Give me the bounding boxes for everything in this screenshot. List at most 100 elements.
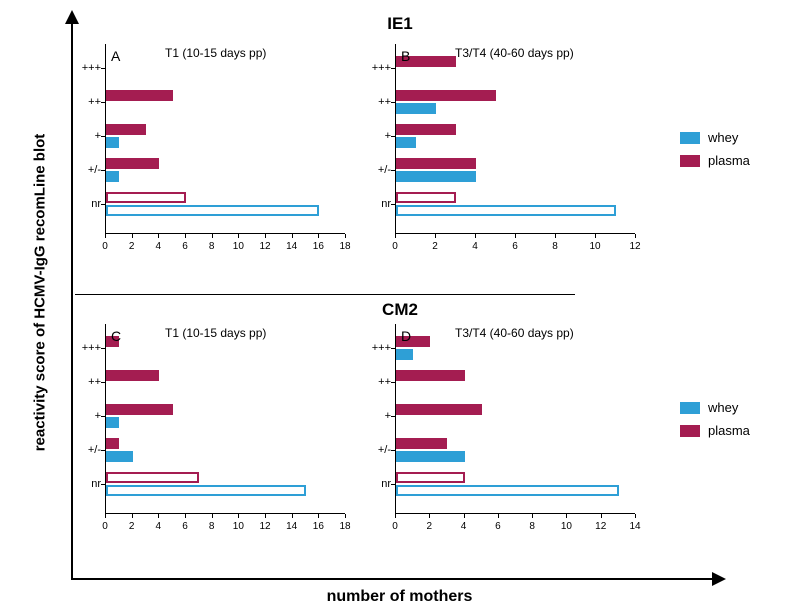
x-tick (265, 234, 266, 238)
y-tick (101, 382, 105, 383)
x-tick (158, 514, 159, 518)
y-tick (391, 348, 395, 349)
legend-item-whey: whey (680, 400, 750, 415)
x-tick-label: 4 (461, 521, 467, 532)
bar-whey (396, 349, 413, 360)
y-tick (391, 382, 395, 383)
legend-label-whey: whey (708, 130, 738, 145)
x-tick-label: 4 (472, 241, 478, 252)
x-tick (238, 234, 239, 238)
x-tick-label: 0 (102, 241, 108, 252)
legend-top: whey plasma (680, 130, 750, 176)
y-tick-label: +++ (365, 62, 391, 74)
y-tick (391, 102, 395, 103)
x-tick-label: 6 (182, 241, 188, 252)
section-title-bottom: CM2 (300, 300, 500, 320)
y-tick-label: + (365, 130, 391, 142)
panel-C: 024681012141618nr+/-++++++CT1 (10-15 day… (105, 324, 345, 554)
y-tick-label: ++ (75, 96, 101, 108)
panel-title: T3/T4 (40-60 days pp) (455, 46, 574, 60)
y-tick-label: +++ (75, 62, 101, 74)
plot-area: 024681012141618nr+/-++++++AT1 (10-15 day… (105, 44, 345, 234)
x-tick (498, 514, 499, 518)
x-tick (601, 514, 602, 518)
x-tick-label: 4 (156, 521, 162, 532)
x-tick-label: 2 (427, 521, 433, 532)
x-tick-label: 18 (339, 521, 350, 532)
x-axis-arrow (71, 578, 716, 580)
bar-whey (396, 103, 436, 114)
bar-plasma (396, 90, 496, 101)
y-tick-label: + (365, 410, 391, 422)
x-tick-label: 6 (182, 521, 188, 532)
panel-A: 024681012141618nr+/-++++++AT1 (10-15 day… (105, 44, 345, 274)
bar-plasma (106, 404, 173, 415)
x-tick-label: 8 (529, 521, 535, 532)
x-tick (515, 234, 516, 238)
panel-letter: D (401, 328, 411, 344)
y-tick (101, 484, 105, 485)
legend-bottom: whey plasma (680, 400, 750, 446)
panel-B: 024681012nr+/-++++++BT3/T4 (40-60 days p… (395, 44, 635, 274)
x-axis-title: number of mothers (0, 588, 799, 606)
x-tick (132, 514, 133, 518)
legend-swatch-whey (680, 132, 700, 144)
x-tick (105, 514, 106, 518)
panel-letter: A (111, 48, 120, 64)
y-tick (391, 450, 395, 451)
x-tick (475, 234, 476, 238)
y-tick (101, 102, 105, 103)
y-tick-label: +++ (365, 342, 391, 354)
bar-plasma (106, 90, 173, 101)
x-tick (132, 234, 133, 238)
x-tick-label: 16 (313, 241, 324, 252)
panel-letter: C (111, 328, 121, 344)
bar-whey (396, 171, 476, 182)
x-tick-label: 10 (233, 521, 244, 532)
bar-plasma (106, 124, 146, 135)
x-tick-label: 12 (629, 241, 640, 252)
y-tick (391, 416, 395, 417)
bar-plasma (106, 438, 119, 449)
bar-whey (396, 137, 416, 148)
bar-whey (106, 205, 319, 216)
x-tick-label: 10 (233, 241, 244, 252)
x-tick-label: 14 (629, 521, 640, 532)
x-tick-label: 10 (561, 521, 572, 532)
y-tick-label: + (75, 130, 101, 142)
bar-plasma (396, 472, 465, 483)
bar-plasma (396, 192, 456, 203)
y-tick (391, 68, 395, 69)
y-tick-label: nr (365, 478, 391, 490)
y-tick (101, 204, 105, 205)
bar-whey (106, 451, 133, 462)
legend-label-plasma: plasma (708, 423, 750, 438)
x-tick (395, 514, 396, 518)
y-tick-label: +/- (365, 444, 391, 456)
panel-title: T1 (10-15 days pp) (165, 326, 266, 340)
legend-swatch-plasma (680, 425, 700, 437)
bar-plasma (396, 124, 456, 135)
panel-title: T1 (10-15 days pp) (165, 46, 266, 60)
bar-plasma (396, 404, 482, 415)
x-tick-label: 14 (286, 241, 297, 252)
x-tick (635, 234, 636, 238)
x-tick (105, 234, 106, 238)
y-tick (101, 170, 105, 171)
x-tick (595, 234, 596, 238)
bar-whey (396, 205, 616, 216)
y-tick-label: +/- (75, 164, 101, 176)
legend-swatch-whey (680, 402, 700, 414)
bar-whey (106, 171, 119, 182)
x-tick-label: 18 (339, 241, 350, 252)
x-tick (345, 514, 346, 518)
x-tick-label: 2 (129, 521, 135, 532)
y-tick (391, 484, 395, 485)
legend-item-plasma: plasma (680, 153, 750, 168)
bar-whey (396, 451, 465, 462)
x-tick (318, 514, 319, 518)
x-tick (464, 514, 465, 518)
bar-plasma (106, 192, 186, 203)
plot-area: 024681012nr+/-++++++BT3/T4 (40-60 days p… (395, 44, 635, 234)
y-tick-label: nr (75, 478, 101, 490)
